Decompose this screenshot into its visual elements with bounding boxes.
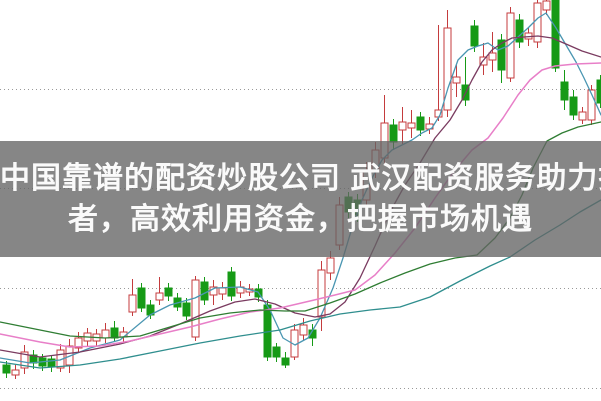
candle-body (443, 27, 452, 111)
candle-body (326, 257, 335, 274)
candle-body (101, 329, 110, 339)
candle-body (218, 287, 227, 295)
candle-body (281, 357, 290, 366)
candle-body (2, 364, 11, 374)
candle-body (182, 302, 191, 317)
candle-body (164, 287, 173, 297)
candle-body (452, 76, 461, 84)
candle-body (587, 89, 596, 121)
candle-body (20, 351, 29, 369)
candle-body (488, 52, 497, 61)
candle-body (560, 81, 569, 101)
candle-body (407, 122, 416, 129)
ma-pink (0, 62, 601, 348)
candle-body (515, 19, 524, 43)
candle-body (137, 287, 146, 309)
candle-body (551, 0, 560, 69)
candle-body (470, 25, 479, 47)
candle-body (272, 346, 281, 358)
candle-body (128, 294, 137, 313)
candle-body (200, 281, 209, 301)
candle-body (74, 337, 83, 349)
candle-body (398, 121, 407, 131)
candle-body (389, 124, 398, 143)
candle-body (416, 116, 425, 131)
watermark-text-line1: 中国靠谱的配资炒股公司 武汉配资服务助力投资 (0, 162, 601, 195)
watermark-band: 中国靠谱的配资炒股公司 武汉配资服务助力投资 者，高效利用资金，把握市场机遇 (0, 141, 601, 257)
candle-body (155, 292, 164, 301)
candle-body (299, 324, 308, 336)
candle-body (569, 96, 578, 116)
candle-body (11, 369, 20, 376)
candle-body (191, 279, 200, 338)
candle-body (317, 269, 326, 318)
watermark-text-line2: 者，高效利用资金，把握市场机遇 (68, 203, 533, 236)
candle-body (506, 12, 515, 79)
candle-body (497, 39, 506, 71)
candle-body (227, 271, 236, 297)
candle-body (596, 79, 601, 104)
candle-body (110, 327, 119, 339)
candle-body (578, 111, 587, 121)
candle-body (542, 0, 551, 11)
